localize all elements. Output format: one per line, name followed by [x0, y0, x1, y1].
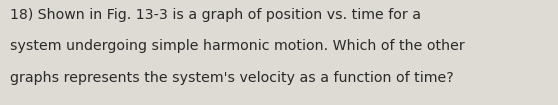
Text: graphs represents the system's velocity as a function of time?: graphs represents the system's velocity …	[10, 71, 454, 85]
Text: system undergoing simple harmonic motion. Which of the other: system undergoing simple harmonic motion…	[10, 39, 465, 53]
Text: 18) Shown in Fig. 13-3 is a graph of position vs. time for a: 18) Shown in Fig. 13-3 is a graph of pos…	[10, 8, 421, 22]
